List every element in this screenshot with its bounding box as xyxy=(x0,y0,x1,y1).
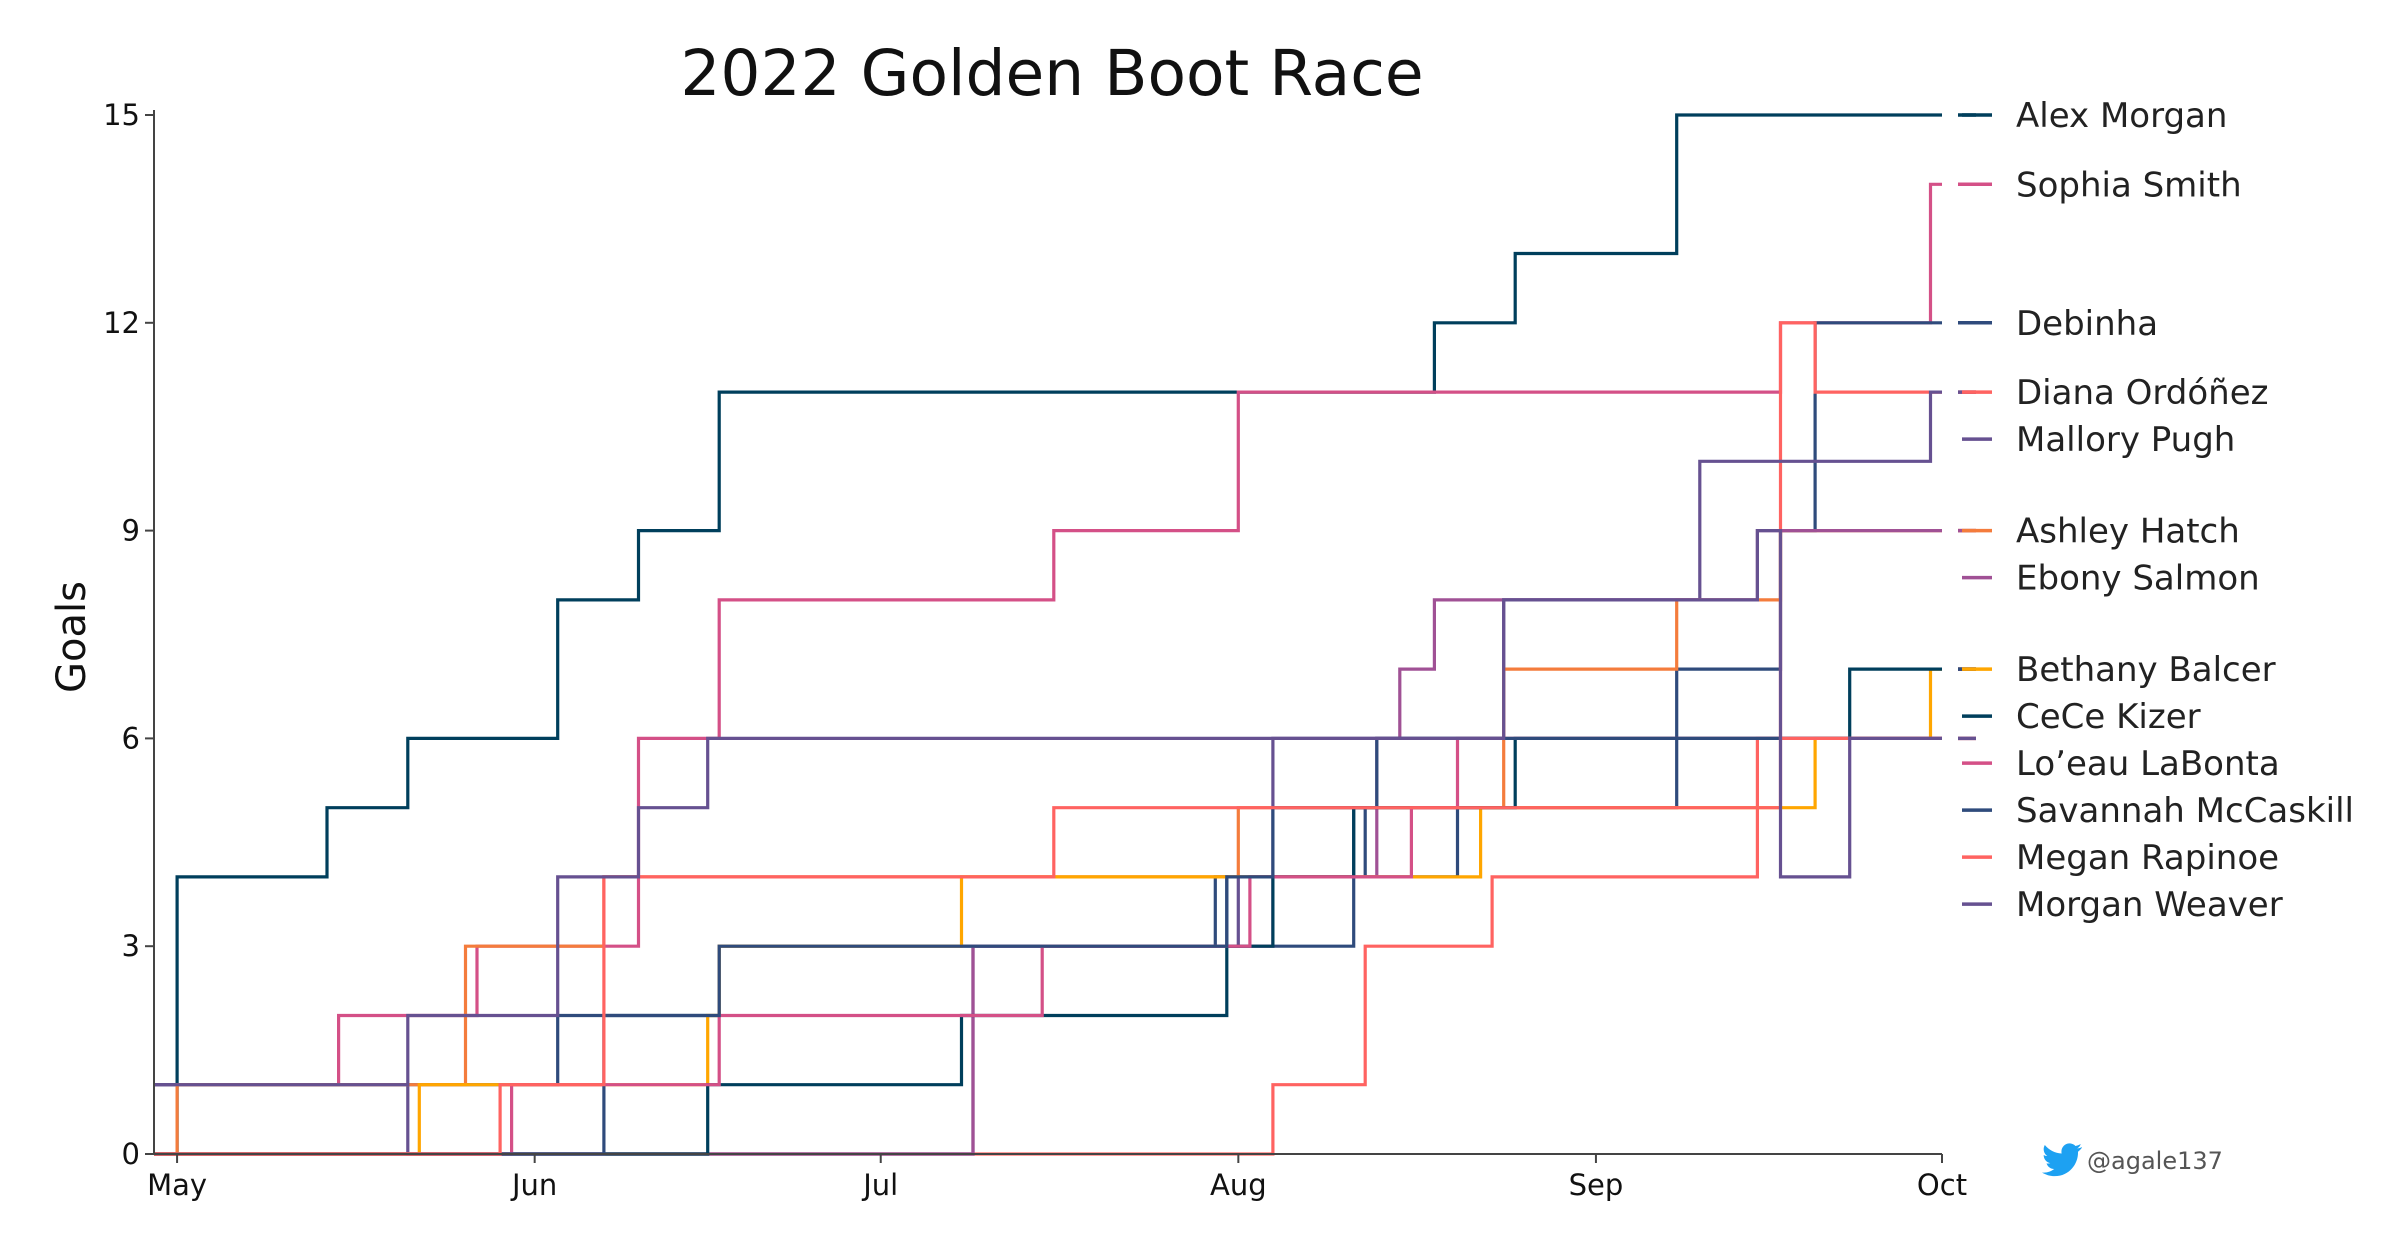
twitter-bird-icon xyxy=(2042,1143,2083,1177)
series-line-alex-morgan xyxy=(154,113,1942,1156)
x-tick-label: Jul xyxy=(861,1168,898,1202)
legend: Alex Morgan Sophia Smith Debinha Diana Ordó… xyxy=(1962,96,2354,925)
series-line-debinha xyxy=(154,321,1942,1087)
y-tick-label: 9 xyxy=(122,514,140,548)
y-axis-label: Goals xyxy=(49,581,95,693)
axes xyxy=(153,110,1942,1155)
chart-title: 2022 Golden Boot Race xyxy=(680,37,1423,110)
legend-label-debinha: Debinha xyxy=(2016,304,2158,344)
y-ticks: 0 3 6 9 12 15 xyxy=(103,98,154,1171)
x-tick-label: May xyxy=(147,1168,207,1202)
series-line-ebony-salmon xyxy=(154,529,1942,1156)
series-line-sophia-smith xyxy=(154,182,1942,1087)
legend-label-mallory-pugh: Mallory Pugh xyxy=(2016,420,2235,460)
legend-label-savannah-mccaskill: Savannah McCaskill xyxy=(2016,791,2354,831)
legend-label-alex-morgan: Alex Morgan xyxy=(2016,96,2227,136)
legend-label-ebony-salmon: Ebony Salmon xyxy=(2016,559,2260,599)
y-tick-label: 12 xyxy=(103,306,140,340)
legend-label-sophia-smith: Sophia Smith xyxy=(2016,165,2242,205)
plot-lines xyxy=(154,113,1942,1156)
series-line-bethany-balcer xyxy=(154,667,1942,1156)
credit-handle: @agale137 xyxy=(2087,1147,2223,1175)
x-tick-label: Sep xyxy=(1569,1168,1624,1202)
x-tick-label: Aug xyxy=(1210,1168,1267,1202)
y-tick-label: 15 xyxy=(103,98,140,132)
x-tick-label: Oct xyxy=(1917,1168,1967,1202)
y-tick-label: 0 xyxy=(122,1137,140,1171)
series-line-cece-kizer xyxy=(154,667,1942,1156)
legend-label-megan-rapinoe: Megan Rapinoe xyxy=(2016,838,2279,878)
series-end-markers xyxy=(1958,113,1976,741)
legend-label-lo-eau-labonta: Lo’eau LaBonta xyxy=(2016,744,2280,784)
y-tick-label: 3 xyxy=(122,929,140,963)
credit: @agale137 xyxy=(2042,1143,2223,1177)
legend-label-morgan-weaver: Morgan Weaver xyxy=(2016,885,2283,925)
legend-label-ashley-hatch: Ashley Hatch xyxy=(2016,512,2240,552)
x-ticks: May Jun Jul Aug Sep Oct xyxy=(147,1154,1967,1202)
legend-label-diana-ordonez: Diana Ordóñez xyxy=(2016,373,2269,413)
legend-label-bethany-balcer: Bethany Balcer xyxy=(2016,650,2276,690)
series-line-mallory-pugh xyxy=(154,390,1942,1156)
y-tick-label: 6 xyxy=(122,721,140,755)
series-line-diana-ordonez xyxy=(154,321,1942,1156)
x-tick-label: Jun xyxy=(510,1168,557,1202)
legend-label-cece-kizer: CeCe Kizer xyxy=(2016,697,2201,737)
series-line-morgan-weaver xyxy=(154,529,1942,1087)
series-line-savannah-mccaskill xyxy=(154,736,1942,1156)
